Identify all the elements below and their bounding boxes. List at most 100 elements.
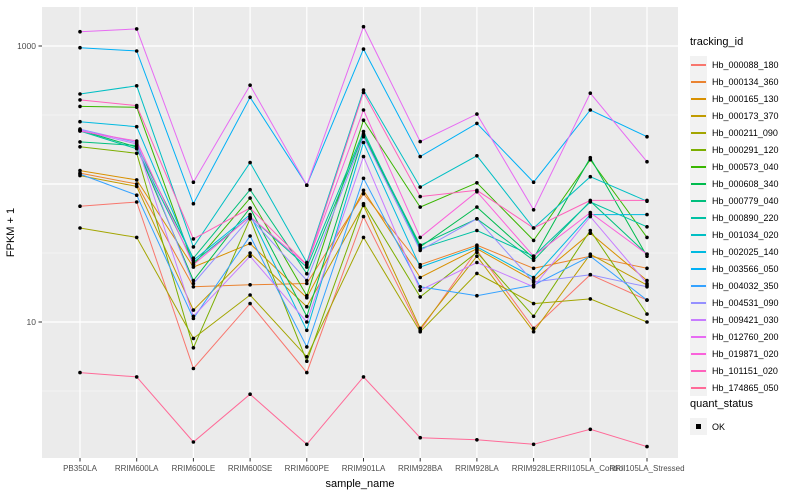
data-point[interactable] bbox=[475, 245, 479, 249]
data-point[interactable] bbox=[531, 254, 536, 258]
data-point[interactable] bbox=[305, 320, 309, 324]
data-point[interactable] bbox=[361, 134, 366, 139]
data-point[interactable] bbox=[78, 204, 82, 208]
data-point[interactable] bbox=[418, 285, 423, 289]
data-point[interactable] bbox=[134, 184, 139, 189]
data-point[interactable] bbox=[248, 241, 252, 246]
data-point[interactable] bbox=[531, 285, 536, 289]
data-point[interactable] bbox=[588, 198, 593, 203]
data-point[interactable] bbox=[191, 180, 196, 184]
data-point[interactable] bbox=[78, 140, 82, 144]
data-point[interactable] bbox=[248, 83, 252, 87]
data-point[interactable] bbox=[191, 285, 196, 289]
data-point[interactable] bbox=[248, 187, 252, 192]
data-point[interactable] bbox=[475, 293, 479, 298]
data-point[interactable] bbox=[418, 235, 423, 240]
data-point[interactable] bbox=[248, 251, 252, 255]
data-point[interactable] bbox=[361, 118, 366, 122]
data-point[interactable] bbox=[531, 314, 536, 319]
data-point[interactable] bbox=[134, 375, 139, 379]
data-point[interactable] bbox=[418, 205, 423, 209]
data-point[interactable] bbox=[361, 188, 366, 193]
legend-item-Hb_004032_350[interactable]: Hb_004032_350 bbox=[690, 277, 798, 294]
data-point[interactable] bbox=[588, 297, 593, 301]
data-point[interactable] bbox=[78, 172, 82, 176]
data-point[interactable] bbox=[531, 226, 536, 230]
data-point[interactable] bbox=[418, 265, 423, 269]
data-point[interactable] bbox=[418, 329, 423, 334]
legend-item-Hb_000608_340[interactable]: Hb_000608_340 bbox=[690, 175, 798, 192]
data-point[interactable] bbox=[78, 45, 82, 50]
data-point[interactable] bbox=[248, 283, 252, 287]
data-point[interactable] bbox=[78, 98, 82, 102]
data-point[interactable] bbox=[645, 298, 649, 302]
data-point[interactable] bbox=[305, 328, 309, 333]
data-point[interactable] bbox=[418, 243, 423, 247]
data-point[interactable] bbox=[645, 235, 649, 240]
data-point[interactable] bbox=[475, 188, 479, 193]
data-point[interactable] bbox=[475, 181, 479, 185]
data-point[interactable] bbox=[645, 285, 649, 289]
data-point[interactable] bbox=[475, 438, 479, 442]
data-point[interactable] bbox=[248, 301, 252, 306]
data-point[interactable] bbox=[305, 314, 309, 319]
data-point[interactable] bbox=[645, 320, 649, 324]
legend-item-Hb_009421_030[interactable]: Hb_009421_030 bbox=[690, 311, 798, 328]
legend-item-Hb_004531_090[interactable]: Hb_004531_090 bbox=[690, 294, 798, 311]
legend-item-Hb_002025_140[interactable]: Hb_002025_140 bbox=[690, 243, 798, 260]
data-point[interactable] bbox=[191, 346, 196, 350]
data-point[interactable] bbox=[418, 435, 423, 440]
data-point[interactable] bbox=[248, 254, 252, 258]
data-point[interactable] bbox=[531, 238, 536, 243]
data-point[interactable] bbox=[191, 366, 196, 371]
legend-item-Hb_000291_120[interactable]: Hb_000291_120 bbox=[690, 141, 798, 158]
data-point[interactable] bbox=[361, 129, 366, 134]
data-point[interactable] bbox=[645, 159, 649, 164]
data-point[interactable] bbox=[191, 258, 196, 263]
data-point[interactable] bbox=[191, 262, 196, 267]
data-point[interactable] bbox=[531, 442, 536, 447]
data-point[interactable] bbox=[78, 92, 82, 96]
data-point[interactable] bbox=[78, 370, 82, 375]
data-point[interactable] bbox=[361, 140, 366, 145]
data-point[interactable] bbox=[78, 104, 82, 109]
legend-item-Hb_000165_130[interactable]: Hb_000165_130 bbox=[690, 90, 798, 107]
data-point[interactable] bbox=[418, 248, 423, 253]
data-point[interactable] bbox=[645, 278, 649, 283]
data-point[interactable] bbox=[531, 280, 536, 284]
data-point[interactable] bbox=[191, 245, 196, 249]
data-point[interactable] bbox=[134, 124, 139, 129]
data-point[interactable] bbox=[361, 47, 366, 51]
data-point[interactable] bbox=[134, 103, 139, 108]
data-point[interactable] bbox=[645, 134, 649, 139]
data-point[interactable] bbox=[248, 214, 252, 219]
data-point[interactable] bbox=[475, 228, 479, 233]
data-point[interactable] bbox=[531, 329, 536, 334]
data-point[interactable] bbox=[645, 252, 649, 256]
data-point[interactable] bbox=[418, 154, 423, 159]
data-point[interactable] bbox=[78, 129, 82, 133]
data-point[interactable] bbox=[78, 119, 82, 124]
data-point[interactable] bbox=[191, 308, 196, 312]
data-point[interactable] bbox=[588, 231, 593, 235]
data-point[interactable] bbox=[418, 185, 423, 189]
data-point[interactable] bbox=[361, 88, 366, 92]
data-point[interactable] bbox=[645, 281, 649, 286]
data-point[interactable] bbox=[134, 27, 139, 31]
data-point[interactable] bbox=[361, 214, 366, 219]
data-point[interactable] bbox=[78, 168, 82, 173]
legend-item-Hb_019871_020[interactable]: Hb_019871_020 bbox=[690, 345, 798, 362]
data-point[interactable] bbox=[418, 295, 423, 299]
data-point[interactable] bbox=[531, 301, 536, 306]
data-point[interactable] bbox=[305, 355, 309, 359]
data-point[interactable] bbox=[588, 210, 593, 215]
data-point[interactable] bbox=[191, 336, 196, 341]
data-point[interactable] bbox=[305, 304, 309, 309]
data-point[interactable] bbox=[588, 427, 593, 432]
data-point[interactable] bbox=[361, 201, 366, 206]
data-point[interactable] bbox=[134, 235, 139, 240]
data-point[interactable] bbox=[361, 108, 366, 112]
data-point[interactable] bbox=[305, 370, 309, 375]
data-point[interactable] bbox=[305, 278, 309, 283]
data-point[interactable] bbox=[588, 108, 593, 112]
